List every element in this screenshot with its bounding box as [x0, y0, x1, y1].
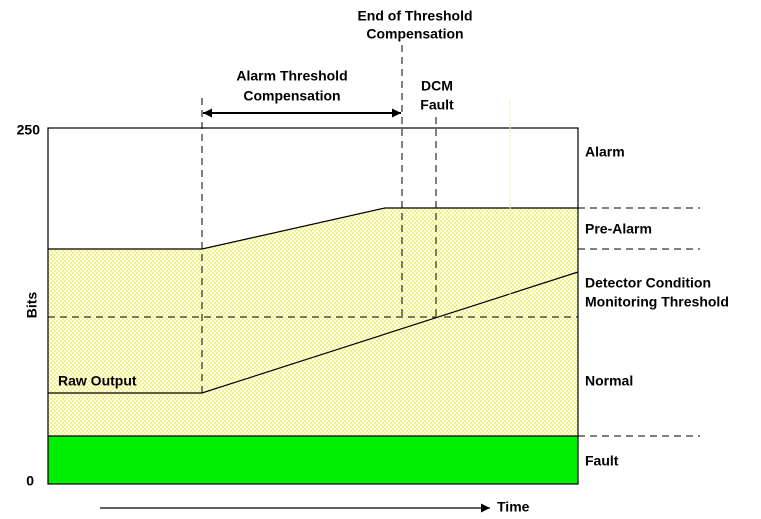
- annotation: Compensation: [243, 88, 340, 104]
- annotation: Raw Output: [58, 373, 137, 389]
- annotation: Fault: [420, 97, 454, 113]
- annotation: End of Threshold: [357, 8, 472, 24]
- zone-label: Alarm: [585, 144, 625, 160]
- axis-label: 250: [17, 122, 41, 138]
- zone-label: Detector Condition: [585, 275, 711, 291]
- zone-label: Monitoring Threshold: [585, 294, 729, 310]
- annotation: Compensation: [366, 26, 463, 42]
- axis-label: 0: [26, 473, 34, 489]
- plot-frame: [47, 127, 579, 485]
- zone-label: Fault: [585, 453, 619, 469]
- normal-zone: [48, 208, 578, 436]
- zone-label: Normal: [585, 373, 633, 389]
- fault-zone: [48, 436, 578, 484]
- alarm-threshold-line: [48, 207, 578, 250]
- axis-title: Bits: [24, 292, 40, 319]
- annotation: Alarm Threshold: [236, 68, 347, 84]
- axis-title: Time: [497, 499, 530, 515]
- zone-label: Pre-Alarm: [585, 221, 652, 237]
- annotation: DCM: [421, 78, 453, 94]
